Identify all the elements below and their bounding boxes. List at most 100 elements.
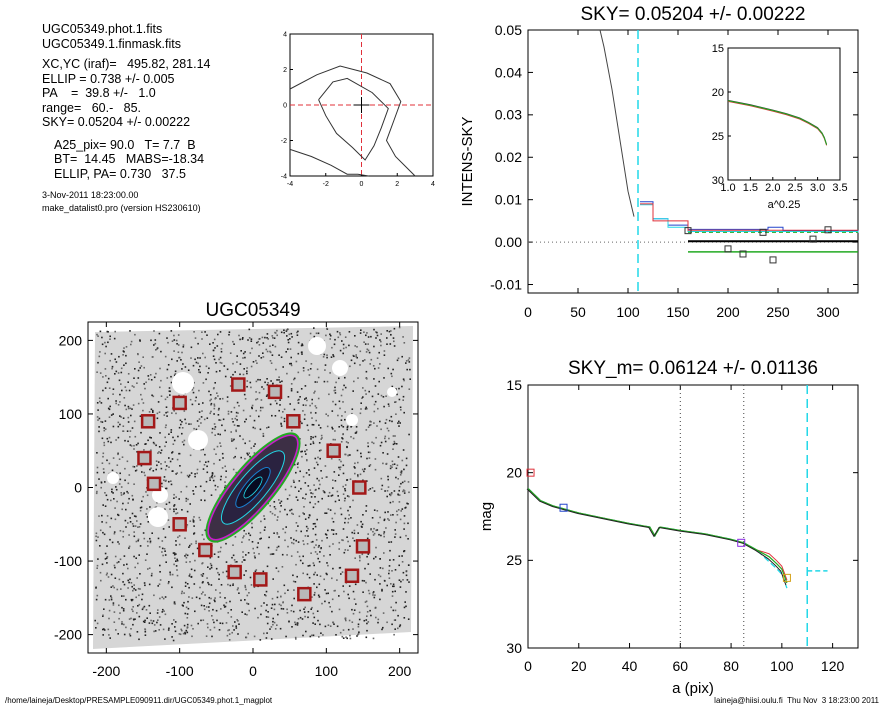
galaxy-speckle (340, 513, 343, 516)
galaxy-speckle (123, 595, 125, 597)
galaxy-speckle (396, 359, 399, 362)
galaxy-speckle (399, 474, 402, 476)
galaxy-speckle (373, 422, 375, 424)
galaxy-speckle (288, 620, 290, 623)
galaxy-speckle (140, 393, 142, 396)
galaxy-speckle (244, 584, 246, 587)
galaxy-speckle (332, 521, 335, 523)
galaxy-nucleus (243, 476, 263, 499)
galaxy-speckle (149, 468, 151, 471)
galaxy-speckle (328, 545, 331, 548)
galaxy-speckle (373, 328, 375, 331)
galaxy-speckle (160, 467, 163, 470)
galaxy-speckle (327, 508, 330, 510)
galaxy-speckle (243, 574, 245, 576)
galaxy-speckle (135, 515, 137, 518)
galaxy-speckle (127, 421, 130, 423)
galaxy-speckle (306, 573, 309, 576)
galaxy-speckle (294, 581, 297, 583)
galaxy-speckle (129, 578, 131, 581)
galaxy-speckle (175, 544, 177, 546)
galaxy-speckle (278, 409, 280, 412)
galaxy-speckle (295, 496, 298, 498)
galaxy-speckle (309, 635, 312, 638)
galaxy-speckle (160, 395, 163, 397)
galaxy-speckle (135, 540, 138, 543)
galaxy-speckle (369, 609, 371, 612)
galaxy-speckle (221, 424, 223, 427)
center-label: XC,YC (iraf)= 495.82, 281.14 (42, 57, 211, 71)
galaxy-speckle (152, 409, 154, 412)
galaxy-speckle (356, 346, 358, 348)
galaxy-speckle (173, 497, 175, 499)
galaxy-speckle (137, 442, 139, 445)
galaxy-speckle (96, 622, 99, 625)
galaxy-speckle (241, 541, 243, 543)
galaxy-speckle (133, 386, 135, 388)
galaxy-speckle (192, 391, 195, 394)
galaxy-speckle (164, 461, 166, 463)
galaxy-speckle (131, 408, 133, 410)
galaxy-speckle (173, 553, 176, 556)
galaxy-speckle (127, 405, 130, 408)
galaxy-speckle (115, 486, 117, 488)
galaxy-speckle (221, 622, 224, 625)
galaxy-speckle (246, 380, 249, 382)
galaxy-speckle (281, 553, 284, 556)
galaxy-speckle (189, 398, 192, 401)
galaxy-speckle (215, 370, 218, 373)
galaxy-speckle (200, 499, 202, 501)
galaxy-speckle (219, 433, 221, 436)
galaxy-speckle (109, 405, 111, 408)
galaxy-speckle (176, 559, 179, 562)
galaxy-speckle (385, 395, 387, 397)
galaxy-speckle (219, 361, 222, 364)
galaxy-speckle (167, 582, 170, 585)
galaxy-speckle (186, 524, 189, 526)
galaxy-speckle (388, 519, 390, 521)
galaxy-speckle (171, 452, 173, 454)
galaxy-speckle (153, 594, 155, 597)
galaxy-speckle (104, 552, 107, 555)
galaxy-speckle (355, 355, 357, 358)
intens-sky-square (824, 226, 832, 234)
galaxy-speckle (338, 548, 340, 550)
galaxy-speckle (389, 559, 391, 561)
galaxy-speckle (230, 609, 232, 611)
galaxy-speckle (282, 528, 284, 530)
galaxy-speckle (176, 472, 178, 474)
galaxy-speckle (141, 598, 143, 601)
galaxy-speckle (346, 425, 349, 428)
galaxy-speckle (179, 419, 182, 422)
galaxy-speckle (241, 611, 243, 613)
galaxy-speckle (394, 536, 396, 538)
galaxy-speckle (99, 351, 101, 353)
galaxy-speckle (175, 553, 177, 555)
galaxy-speckle (282, 411, 284, 413)
galaxy-speckle (407, 481, 410, 483)
galaxy-speckle (245, 570, 247, 572)
galaxy-speckle (314, 522, 316, 525)
mag-x-tick-label: 20 (571, 658, 587, 674)
galaxy-speckle (209, 477, 211, 479)
galaxy-speckle (235, 625, 237, 627)
galaxy-speckle (360, 408, 362, 410)
galaxy-speckle (353, 355, 355, 357)
galaxy-speckle (306, 459, 308, 462)
galaxy-speckle (262, 406, 264, 409)
galaxy-speckle (339, 631, 342, 634)
galaxy-speckle (101, 563, 104, 566)
galaxy-speckle (278, 499, 280, 501)
galaxy-speckle (128, 474, 131, 476)
galaxy-speckle (200, 593, 203, 595)
galaxy-speckle (373, 596, 376, 599)
galaxy-speckle (125, 598, 127, 601)
galaxy-speckle (249, 352, 252, 354)
galaxy-speckle (238, 623, 240, 625)
galaxy-speckle (161, 551, 163, 553)
mag-curve-black (526, 488, 787, 586)
galaxy-speckle (188, 423, 190, 425)
galaxy-speckle (253, 419, 256, 422)
galaxy-speckle (314, 412, 317, 414)
galaxy-speckle (377, 621, 379, 624)
